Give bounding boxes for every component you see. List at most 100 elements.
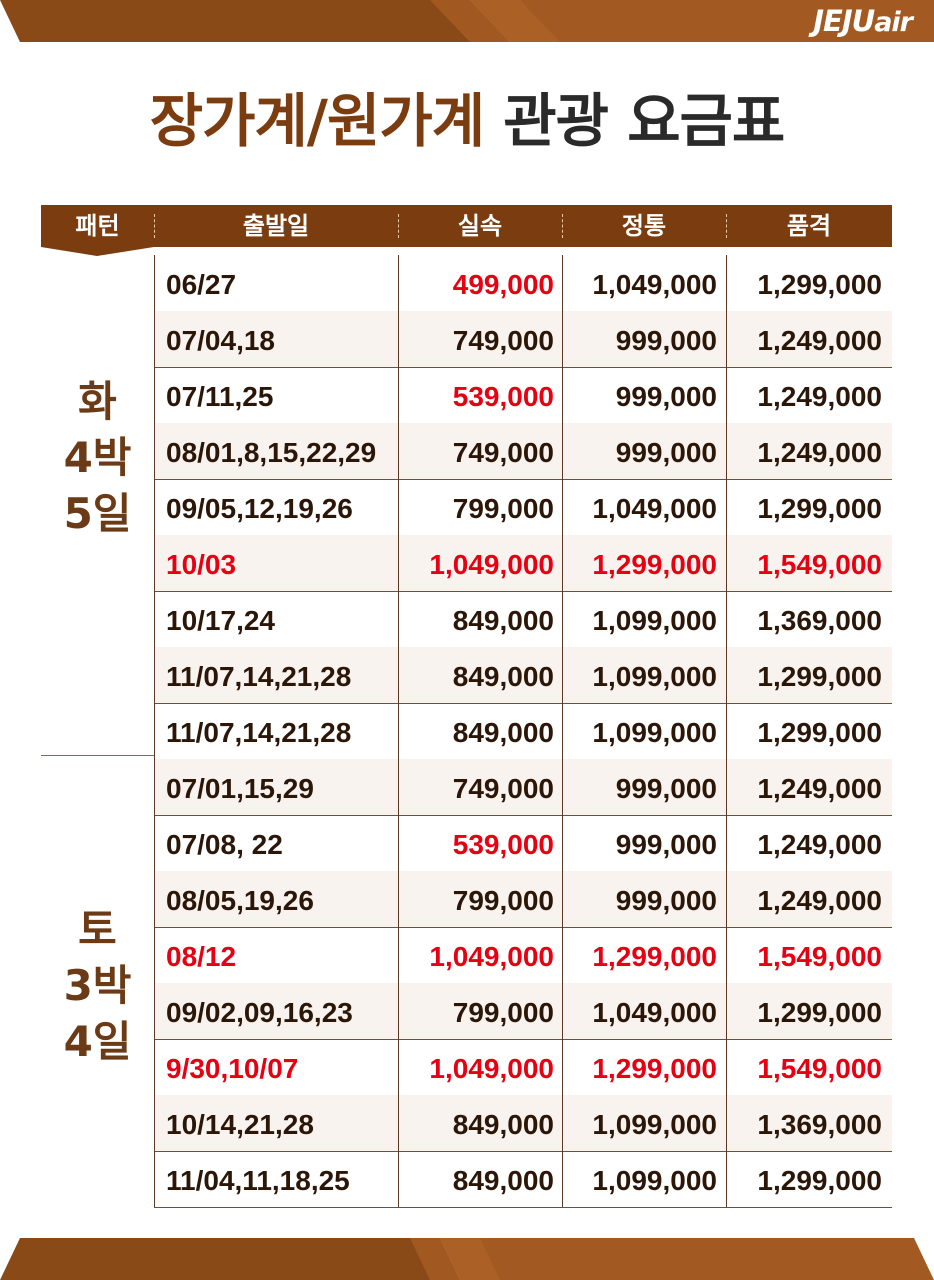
column-divider (562, 367, 563, 423)
table-row: 10/03 1,049,000 1,299,000 1,549,000 (154, 535, 892, 592)
column-divider (154, 871, 155, 927)
departure-date-cell: 11/07,14,21,28 (166, 717, 352, 748)
departure-date-cell: 08/12 (166, 941, 237, 972)
premium-price-cell: 1,549,000 (757, 941, 882, 972)
standard-price-cell: 999,000 (615, 325, 717, 356)
premium-price-cell: 1,249,000 (757, 773, 882, 804)
column-divider (154, 815, 155, 871)
departure-date-cell: 11/04,11,18,25 (166, 1165, 350, 1196)
departure-date-cell: 09/02,09,16,23 (166, 997, 353, 1028)
pattern-label-tue-4n5d: 화 4박 5일 (41, 374, 154, 542)
economy-price-cell: 1,049,000 (429, 1053, 554, 1084)
column-divider (562, 1095, 563, 1151)
premium-price-cell: 1,249,000 (757, 829, 882, 860)
standard-price-cell: 1,099,000 (592, 1109, 717, 1140)
departure-date-cell: 08/01,8,15,22,29 (166, 437, 377, 468)
premium-price-cell: 1,299,000 (757, 661, 882, 692)
logo-text-upper: JEJU (813, 4, 875, 38)
economy-price-cell: 749,000 (452, 773, 554, 804)
departure-date-cell: 07/08, 22 (166, 829, 283, 860)
column-divider (154, 423, 155, 479)
economy-price-cell: 849,000 (452, 605, 554, 636)
standard-price-cell: 1,299,000 (592, 1053, 717, 1084)
column-divider (726, 647, 727, 703)
column-divider (398, 759, 399, 815)
table-row: 9/30,10/07 1,049,000 1,299,000 1,549,000 (154, 1039, 892, 1096)
column-divider (398, 367, 399, 423)
departure-date-cell: 10/17,24 (166, 605, 275, 636)
column-divider (726, 423, 727, 479)
departure-date-cell: 10/14,21,28 (166, 1109, 314, 1140)
economy-price-cell: 749,000 (452, 437, 554, 468)
standard-price-cell: 999,000 (615, 437, 717, 468)
column-divider (154, 759, 155, 815)
departure-date-cell: 07/04,18 (166, 325, 275, 356)
table-row: 10/14,21,28 849,000 1,099,000 1,369,000 (154, 1095, 892, 1152)
table-row: 07/04,18 749,000 999,000 1,249,000 (154, 311, 892, 368)
table-row: 07/11,25 539,000 999,000 1,249,000 (154, 367, 892, 424)
column-divider (562, 983, 563, 1039)
column-divider (562, 423, 563, 479)
premium-price-cell: 1,249,000 (757, 885, 882, 916)
departure-date-cell: 06/27 (166, 269, 237, 300)
column-divider (726, 535, 727, 591)
header-departure-date: 출발일 (242, 212, 310, 240)
header-economy: 실속 (457, 212, 503, 240)
column-divider (154, 983, 155, 1039)
standard-price-cell: 1,299,000 (592, 941, 717, 972)
jejuair-logo: JEJUair (813, 4, 913, 38)
departure-date-cell: 07/11,25 (166, 381, 274, 412)
column-divider (726, 1039, 727, 1095)
header-divider (562, 214, 563, 238)
column-divider (398, 255, 399, 311)
economy-price-cell: 539,000 (452, 381, 554, 412)
top-banner (0, 0, 934, 42)
header-pointer (41, 247, 154, 256)
column-divider (154, 535, 155, 591)
column-divider (726, 367, 727, 423)
table-row: 07/01,15,29 749,000 999,000 1,249,000 (154, 759, 892, 816)
economy-price-cell: 1,049,000 (429, 549, 554, 580)
column-divider (154, 311, 155, 367)
table-row: 08/01,8,15,22,29 749,000 999,000 1,249,000 (154, 423, 892, 480)
column-divider (562, 927, 563, 983)
column-divider (398, 535, 399, 591)
premium-price-cell: 1,299,000 (757, 717, 882, 748)
pattern-line: 화 (78, 377, 117, 426)
header-divider (726, 214, 727, 238)
column-divider (154, 1151, 155, 1207)
standard-price-cell: 999,000 (615, 381, 717, 412)
economy-price-cell: 849,000 (452, 1165, 554, 1196)
column-divider (398, 1039, 399, 1095)
header-premium: 품격 (786, 212, 832, 240)
column-divider (562, 647, 563, 703)
column-divider (398, 927, 399, 983)
table-row: 09/05,12,19,26 799,000 1,049,000 1,299,000 (154, 479, 892, 536)
economy-price-cell: 1,049,000 (429, 941, 554, 972)
departure-date-cell: 09/05,12,19,26 (166, 493, 353, 524)
column-divider (562, 591, 563, 647)
standard-price-cell: 1,049,000 (592, 493, 717, 524)
column-divider (562, 703, 563, 759)
column-divider (154, 255, 155, 311)
column-divider (726, 255, 727, 311)
column-divider (398, 647, 399, 703)
column-divider (726, 983, 727, 1039)
pattern-line: 5일 (63, 489, 132, 538)
column-divider (398, 1095, 399, 1151)
standard-price-cell: 1,099,000 (592, 717, 717, 748)
column-divider (726, 927, 727, 983)
premium-price-cell: 1,299,000 (757, 269, 882, 300)
column-divider (398, 815, 399, 871)
economy-price-cell: 799,000 (452, 885, 554, 916)
table-row: 06/27 499,000 1,049,000 1,299,000 (154, 255, 892, 312)
table-row: 11/07,14,21,28 849,000 1,099,000 1,299,000 (154, 647, 892, 704)
pattern-line: 토 (78, 905, 117, 954)
premium-price-cell: 1,299,000 (757, 493, 882, 524)
group-divider (41, 755, 154, 756)
economy-price-cell: 849,000 (452, 717, 554, 748)
standard-price-cell: 1,299,000 (592, 549, 717, 580)
premium-price-cell: 1,249,000 (757, 325, 882, 356)
column-divider (398, 983, 399, 1039)
premium-price-cell: 1,549,000 (757, 1053, 882, 1084)
